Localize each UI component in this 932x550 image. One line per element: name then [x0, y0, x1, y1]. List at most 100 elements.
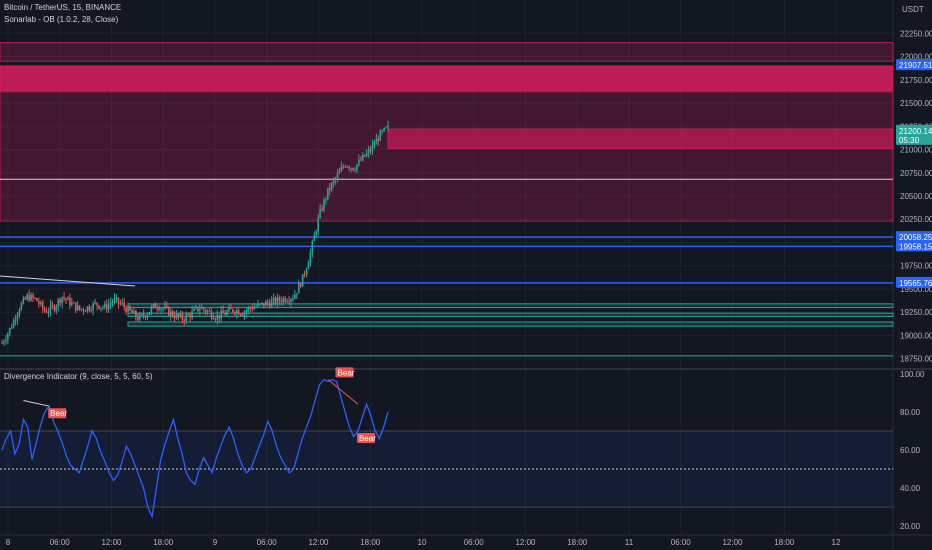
candle-body	[105, 304, 108, 310]
time-tick: 06:00	[257, 538, 278, 547]
candle-body	[113, 298, 116, 302]
time-tick: 18:00	[153, 538, 174, 547]
candle-body	[69, 297, 71, 306]
osc-tick: 60.00	[900, 446, 921, 455]
candle-body	[133, 310, 135, 313]
bull-zone	[127, 312, 894, 317]
candle-body	[129, 305, 131, 311]
candle-body	[280, 300, 283, 303]
indicator-label[interactable]: Sonarlab - OB (1.0.2, 28, Close)	[4, 15, 119, 24]
time-tick: 12:00	[308, 538, 329, 547]
candle-body	[247, 307, 250, 311]
divergence-label[interactable]: Divergence Indicator (9, close, 5, 5, 60…	[4, 372, 153, 381]
candle-body	[166, 306, 168, 308]
time-tick: 18:00	[360, 538, 381, 547]
candle-body	[74, 302, 77, 311]
candle-body	[377, 138, 380, 141]
candle-body	[365, 152, 368, 157]
candle-body	[371, 144, 374, 152]
candle-body	[367, 149, 370, 153]
symbol-title[interactable]: Bitcoin / TetherUS, 15, BINANCE	[4, 3, 122, 12]
candle-body	[284, 298, 286, 302]
candle-body	[191, 310, 193, 318]
candle-body	[86, 306, 89, 312]
candle-body	[78, 305, 81, 310]
osc-axis[interactable]: 100.00 80.00 60.00 40.00 20.00	[900, 370, 925, 531]
candle-body	[369, 149, 372, 152]
price-badge-label: 19565.76	[899, 279, 932, 288]
candle-body	[160, 308, 162, 311]
candle-body	[168, 306, 170, 316]
candle-body	[100, 307, 102, 309]
bear-zone	[387, 128, 894, 150]
order-block-zones	[0, 42, 894, 327]
candle-body	[278, 297, 281, 301]
candle-body	[154, 304, 157, 309]
candle-body	[228, 307, 230, 312]
candle-body	[162, 308, 164, 310]
candle-body	[38, 301, 40, 305]
candle-body	[146, 314, 149, 318]
divergence-panel[interactable]: Bear Bear Bear	[0, 367, 893, 519]
time-tick: 18:00	[774, 538, 795, 547]
candle-body	[356, 164, 358, 171]
bear-zone	[0, 42, 894, 62]
candle-body	[142, 314, 145, 317]
candle-body	[253, 307, 255, 310]
divergence-line	[23, 399, 50, 407]
osc-line	[1, 378, 389, 519]
price-axis[interactable]: 22250.0022000.0021750.0021500.0021250.00…	[896, 29, 932, 364]
candle-body	[156, 308, 158, 310]
candle-body	[34, 297, 36, 299]
candle-body	[220, 310, 222, 319]
bull-zone	[127, 303, 894, 309]
price-tick: 21750.00	[900, 76, 932, 85]
price-badge	[896, 59, 932, 71]
price-levels	[0, 178, 893, 357]
candle-body	[43, 308, 46, 312]
candle-body	[249, 307, 252, 309]
price-tick: 19000.00	[900, 331, 932, 340]
candle-body	[307, 262, 310, 269]
time-tick: 11	[625, 538, 634, 547]
osc-tick: 20.00	[900, 522, 921, 531]
candle-body	[88, 306, 91, 311]
candle-body	[296, 293, 298, 295]
candle-body	[76, 305, 79, 311]
candle-body	[53, 305, 56, 311]
price-tick: 21000.00	[900, 146, 932, 155]
candle-body	[158, 308, 160, 311]
candle-body	[334, 178, 337, 181]
candle-body	[354, 170, 356, 172]
candles[interactable]	[1, 120, 389, 346]
bear-zone	[0, 65, 894, 92]
time-tick: 12:00	[515, 538, 536, 547]
candle-body	[315, 231, 318, 236]
candle-body	[226, 311, 228, 315]
candle-body	[90, 310, 93, 312]
candle-body	[136, 317, 139, 320]
price-badge	[896, 124, 932, 145]
candle-body	[39, 302, 42, 305]
candle-body	[268, 303, 271, 307]
price-tick: 19250.00	[900, 308, 932, 317]
bear-signal	[48, 408, 67, 419]
price-tick: 19750.00	[900, 262, 932, 271]
candle-body	[340, 167, 343, 172]
candle-body	[104, 304, 106, 308]
candle-body	[22, 298, 25, 304]
candle-body	[385, 127, 387, 129]
candle-body	[319, 208, 321, 218]
candle-body	[30, 294, 32, 301]
time-axis[interactable]: 8 06:00 12:00 18:00 9 06:00 12:00 18:00 10 06:00 1…	[6, 538, 841, 547]
price-tick: 19500.00	[900, 285, 932, 294]
candle-body	[199, 309, 201, 311]
candle-body	[135, 310, 137, 318]
candle-body	[276, 297, 279, 304]
candle-body	[45, 311, 48, 313]
candle-body	[82, 309, 85, 311]
candle-body	[317, 217, 319, 232]
candle-body	[342, 166, 345, 168]
time-tick: 12	[832, 538, 841, 547]
